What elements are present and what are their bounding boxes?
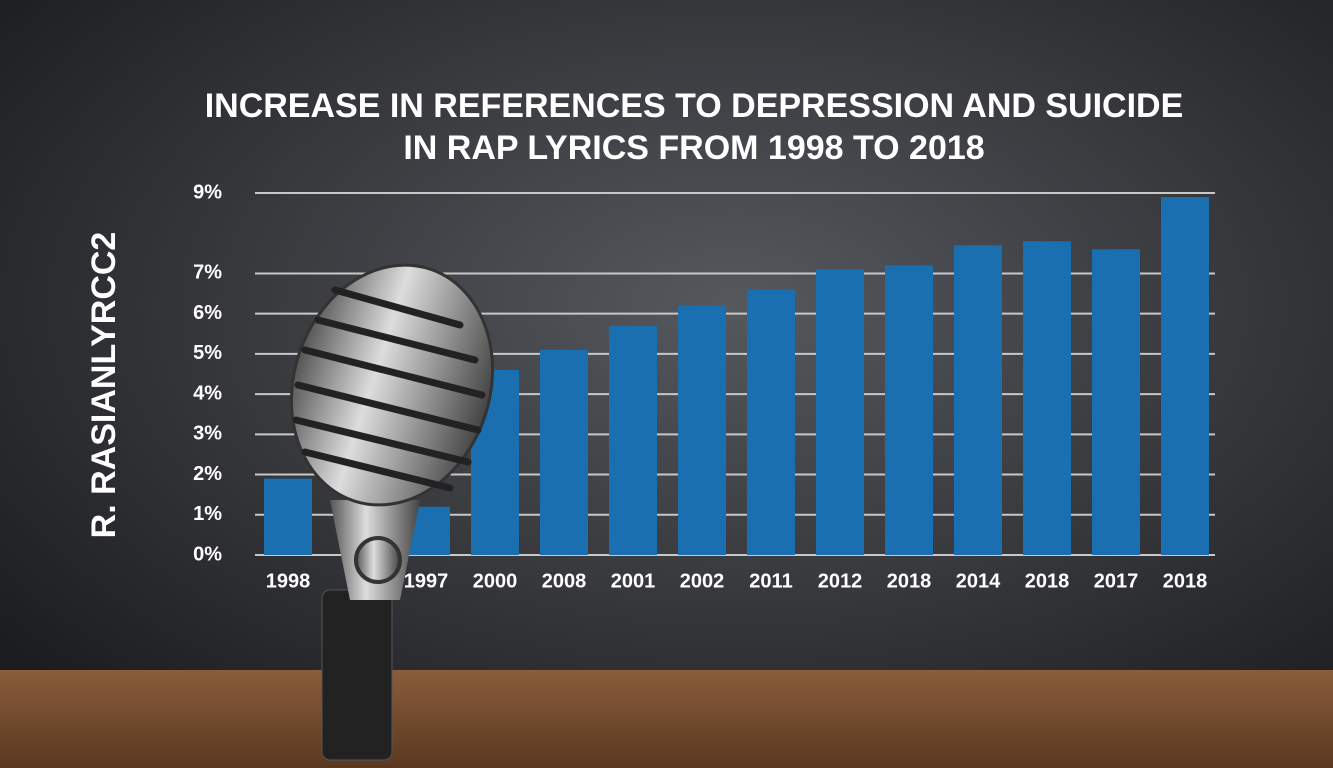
x-tick-label: 2018 xyxy=(887,570,932,592)
y-tick-label: 4% xyxy=(193,382,222,404)
bar xyxy=(816,269,864,555)
y-tick-label: 0% xyxy=(193,543,222,565)
bar xyxy=(885,265,933,555)
microphone xyxy=(289,263,495,761)
x-tick-label: 2001 xyxy=(611,570,656,592)
x-tick-label: 2000 xyxy=(473,570,518,592)
x-tick-label: 1998 xyxy=(266,570,311,592)
y-tick-label: 7% xyxy=(193,262,222,284)
x-tick-label: 2012 xyxy=(818,570,863,592)
bar xyxy=(954,245,1002,556)
x-tick-label: 1997 xyxy=(404,570,449,592)
x-tick-label: 2014 xyxy=(956,570,1001,592)
chart-title: IN RAP LYRICS FROM 1998 TO 2018 xyxy=(403,129,984,167)
x-tick-label: 2018 xyxy=(1025,570,1070,592)
y-tick-label: 5% xyxy=(193,342,222,364)
bar xyxy=(1023,241,1071,555)
y-tick-label: 6% xyxy=(193,302,222,324)
x-tick-label: 2017 xyxy=(1094,570,1139,592)
y-tick-label: 3% xyxy=(193,423,222,445)
y-tick-label: 1% xyxy=(193,503,222,525)
chart-title: INCREASE IN REFERENCES TO DEPRESSION AND… xyxy=(205,87,1184,125)
y-tick-label: 9% xyxy=(193,181,222,203)
x-tick-label: 2008 xyxy=(542,570,587,592)
x-tick-label: 2011 xyxy=(749,570,792,592)
bar xyxy=(678,305,726,555)
bar xyxy=(609,325,657,555)
bar xyxy=(264,478,312,555)
x-tick-label: 2018 xyxy=(1163,570,1208,592)
x-tick-label: 2002 xyxy=(680,570,725,592)
y-tick-label: 2% xyxy=(193,463,222,485)
table xyxy=(0,670,1333,768)
bar xyxy=(747,289,795,555)
bar xyxy=(1161,197,1209,555)
side-label: R. RASIANLYRCC2 xyxy=(85,232,123,539)
bar xyxy=(1092,249,1140,556)
bar xyxy=(540,349,588,555)
